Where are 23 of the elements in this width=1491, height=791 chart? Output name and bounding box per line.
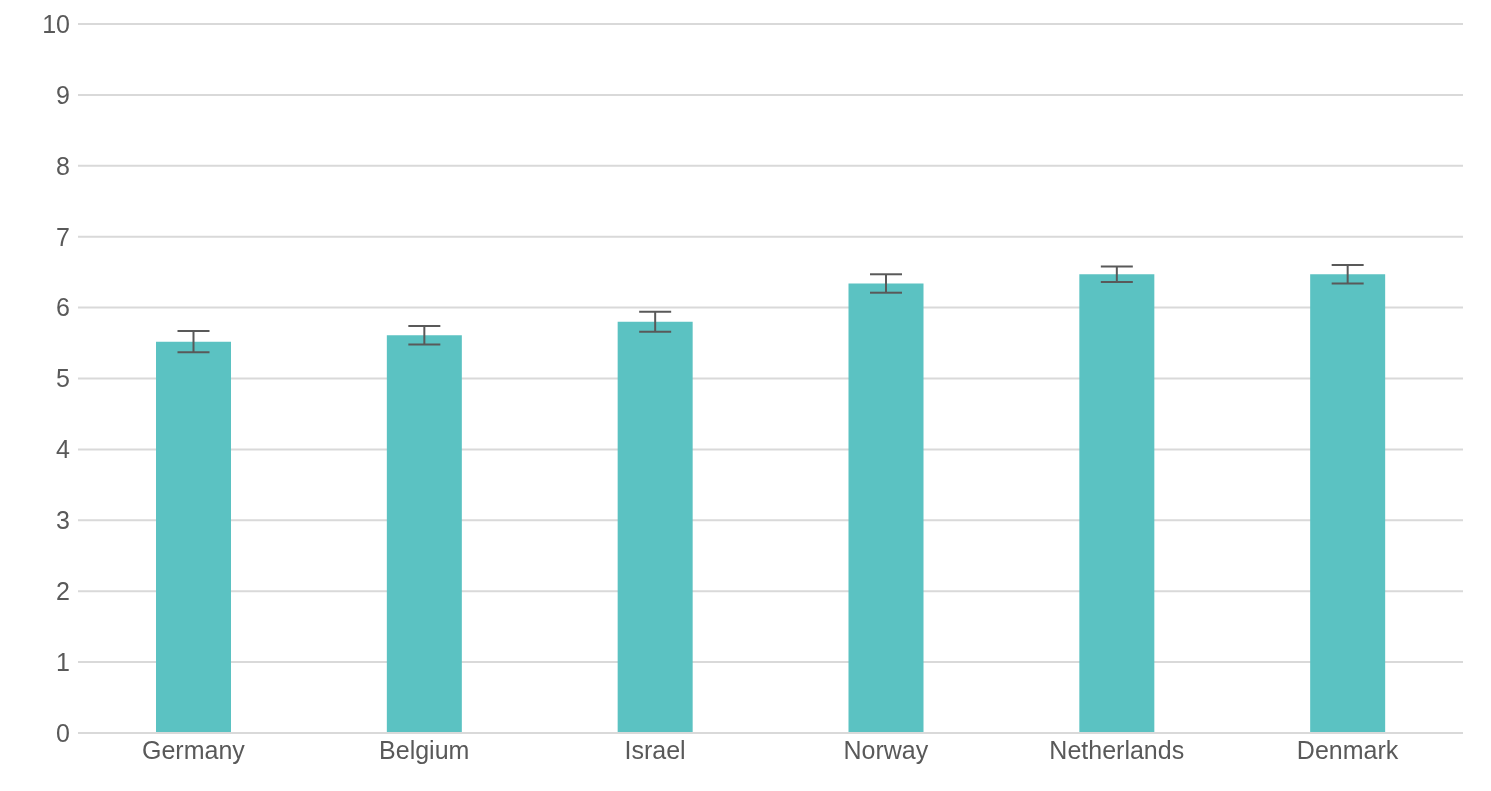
bar [848,283,924,733]
y-tick-label: 8 [56,151,70,180]
y-tick-label: 7 [56,222,70,251]
bar [156,341,231,733]
y-tick-label: 3 [56,506,70,535]
x-tick-label: Netherlands [1049,735,1185,764]
y-tick-label: 2 [56,577,70,606]
x-tick-label: Belgium [379,735,470,764]
y-tick-label: 0 [56,718,70,747]
bar [386,335,462,733]
bar [1079,274,1155,733]
y-tick-label: 4 [56,435,71,464]
x-tick-label: Norway [843,735,929,764]
y-tick-label: 9 [56,80,70,109]
y-tick-label: 1 [56,647,70,676]
x-tick-label: Israel [624,735,686,764]
y-tick-label: 5 [56,364,70,393]
bar [617,321,693,733]
x-tick-label: Denmark [1296,735,1399,764]
x-tick-label: Germany [142,735,246,764]
y-tick-label: 10 [42,9,70,38]
bar [1310,274,1386,733]
y-tick-label: 6 [56,293,70,322]
